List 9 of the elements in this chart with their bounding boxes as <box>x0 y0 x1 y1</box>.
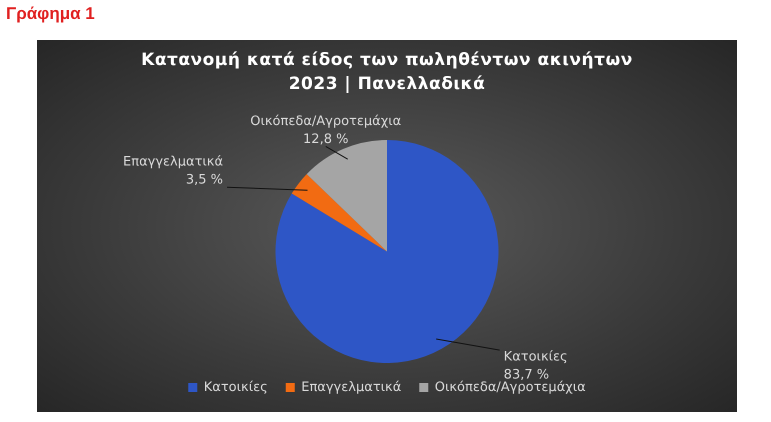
slice-label: Οικόπεδα/Αγροτεμάχια <box>250 114 402 129</box>
slice-label: Κατοικίες <box>504 350 568 365</box>
legend-label: Επαγγελματικά <box>301 380 402 395</box>
data-label: 12,8 % <box>303 132 348 147</box>
data-label: 3,5 % <box>186 172 224 188</box>
chart-title: Κατανομή κατά είδος των πωληθέντων ακινήτων 2023 | Πανελλαδικά <box>140 49 634 96</box>
legend-label: Κατοικίες <box>204 380 268 395</box>
slice-label: Επαγγελματικά <box>123 154 224 170</box>
text: Γράφημα 1 <box>6 4 95 24</box>
